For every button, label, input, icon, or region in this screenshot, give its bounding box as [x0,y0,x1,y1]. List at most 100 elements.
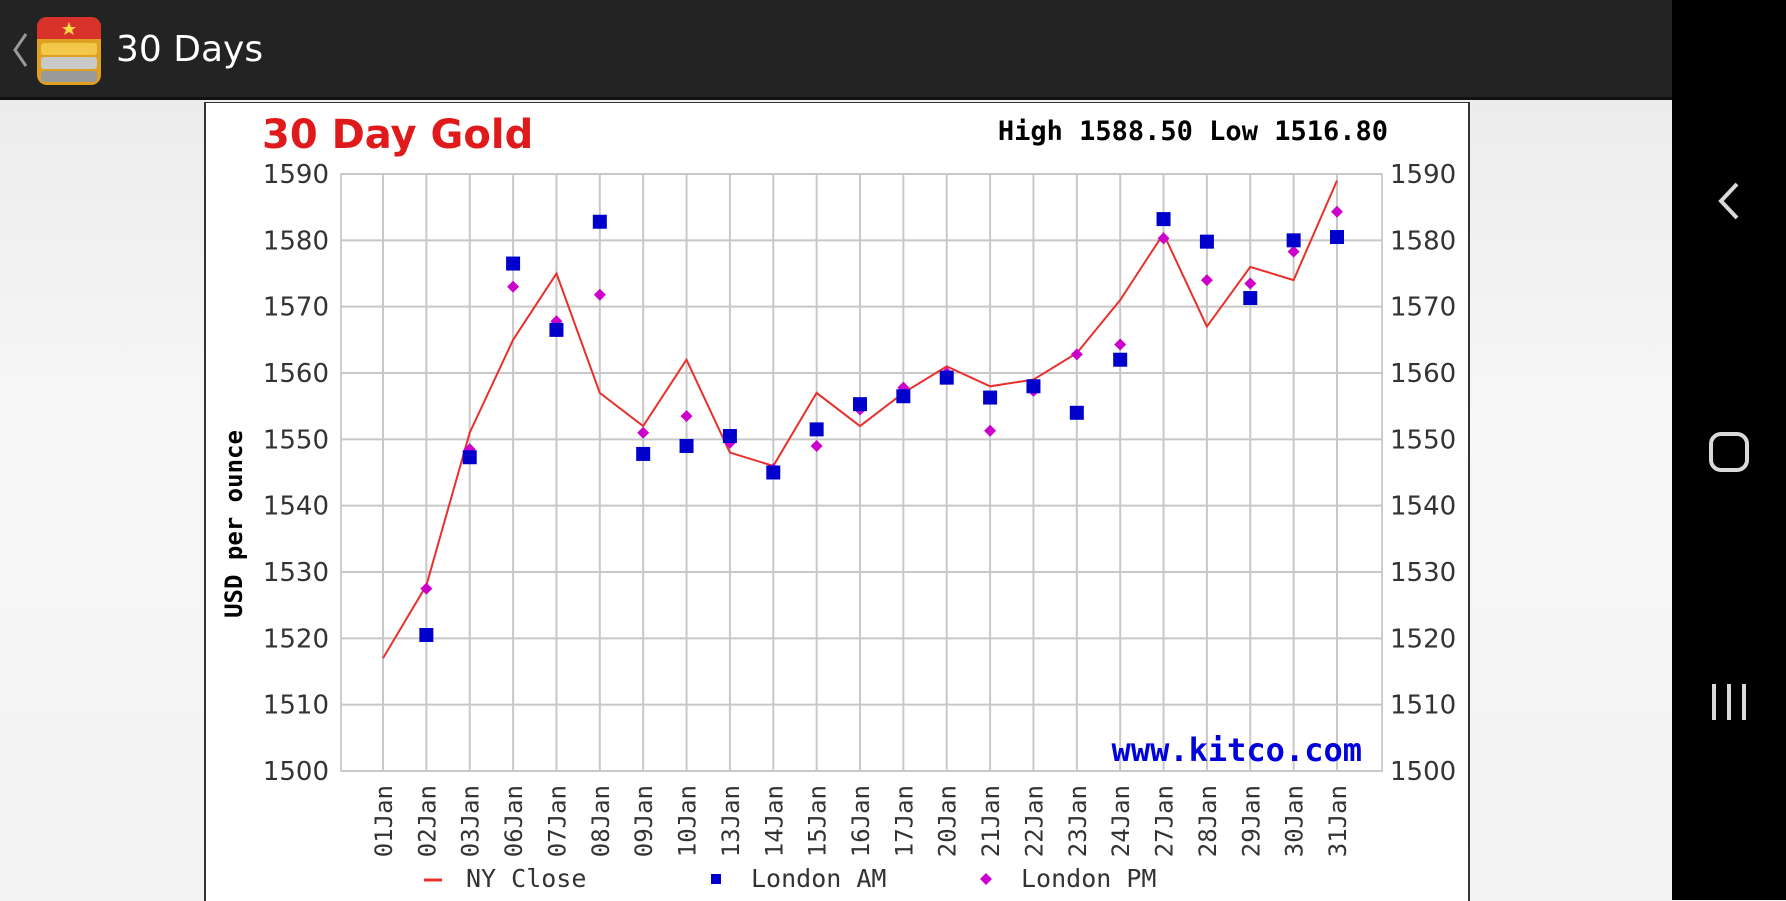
y-tick-label-right: 1570 [1390,293,1456,323]
x-tick-label: 23Jan [1064,785,1092,857]
point-london-pm [507,280,520,293]
point-london-am [1156,212,1171,227]
x-tick-label: 02Jan [413,785,441,857]
x-tick-label: 10Jan [674,785,702,857]
chart-frame: 30 Day Gold High 1588.50 Low 1516.80 150… [204,102,1470,901]
legend-swatch-square [711,874,721,884]
x-tick-label: 22Jan [1020,785,1048,857]
y-axis-right: 1500 1510 1520 1530 1540 1550 1560 1570 1580 1590 [1390,160,1456,787]
x-tick-label: 08Jan [587,785,615,857]
x-tick-label: 28Jan [1194,785,1222,857]
y-axis-label: USD per ounce [220,430,248,618]
chart-high-low: High 1588.50 Low 1516.80 [998,116,1388,147]
y-tick-label-left: 1560 [263,359,329,389]
x-tick-label: 06Jan [500,785,528,857]
y-tick-label-right: 1550 [1390,425,1456,455]
y-tick-label-left: 1540 [263,492,329,522]
nav-back-button[interactable] [1672,156,1786,246]
x-tick-label: 15Jan [804,785,832,857]
point-london-pm [1331,205,1343,218]
x-tick-label: 13Jan [717,785,745,857]
app-title: 30 Days [116,29,264,70]
y-tick-label-left: 1530 [263,558,329,588]
point-london-pm [637,426,650,439]
y-tick-label-right: 1590 [1390,160,1456,190]
nav-recents-icon [1712,684,1746,720]
x-axis: 01Jan 02Jan 03Jan 06Jan 07Jan 08Jan 09Jan 10Jan… [370,785,1352,857]
series-line-ny-close [382,180,1338,659]
nav-back-icon [1718,182,1739,220]
y-tick-label-left: 1570 [263,293,329,323]
point-london-am [1330,230,1344,245]
plot-area [340,173,1383,772]
app-bar: 30 Days [0,0,1672,100]
x-tick-label: 09Jan [630,785,658,857]
chart-legend: NY Close London AM London PM [424,864,1156,893]
point-london-am [809,422,824,437]
point-london-am [766,465,781,480]
gold-price-chart: 30 Day Gold High 1588.50 Low 1516.80 150… [220,112,1456,893]
y-tick-label-left: 1510 [263,691,329,721]
point-london-am [896,389,911,404]
point-london-am [506,256,521,271]
x-tick-label: 20Jan [934,785,962,857]
x-tick-label: 14Jan [760,785,788,857]
x-tick-label: 31Jan [1324,785,1352,857]
point-london-pm [420,582,433,595]
point-london-am [549,322,564,337]
point-london-am [1026,379,1041,394]
chevron-left-icon[interactable] [8,26,32,74]
point-london-pm [1070,348,1083,361]
point-london-am [983,390,998,405]
point-london-pm [1244,277,1257,290]
x-tick-label: 24Jan [1107,785,1135,857]
legend-label: London PM [1021,864,1156,893]
point-london-pm [810,439,823,452]
point-london-pm [593,288,606,301]
point-london-am [1286,233,1301,248]
point-london-am [1199,234,1214,249]
nav-home-button[interactable] [1672,407,1786,497]
y-tick-label-right: 1510 [1390,691,1456,721]
point-london-am [939,370,954,385]
x-tick-label: 01Jan [370,785,398,857]
point-london-pm [984,424,997,437]
series-layer [382,180,1344,659]
y-tick-label-right: 1520 [1390,624,1456,654]
point-london-am [722,429,737,444]
point-london-am [1243,291,1258,306]
x-tick-label: 30Jan [1281,785,1309,857]
point-london-pm [1114,338,1127,351]
y-tick-label-left: 1550 [263,425,329,455]
y-tick-label-right: 1560 [1390,359,1456,389]
nav-home-icon [1709,432,1749,472]
y-tick-label-left: 1500 [263,757,329,787]
x-tick-label: 03Jan [457,785,485,857]
nav-recents-button[interactable] [1672,658,1786,748]
y-axis-left: 1500 1510 1520 1530 1540 1550 1560 1570 1580 1590 [263,160,329,787]
watermark: www.kitco.com [1112,731,1362,769]
y-tick-label-left: 1590 [263,160,329,190]
x-tick-label: 27Jan [1151,785,1179,857]
y-tick-label-left: 1580 [263,226,329,256]
system-nav-bar [1672,0,1786,900]
chart-grid [340,173,1383,772]
chart-title: 30 Day Gold [262,112,533,158]
point-london-pm [680,410,693,423]
point-london-pm [1200,274,1213,287]
x-tick-label: 16Jan [847,785,875,857]
gold-bars-icon[interactable] [33,13,105,89]
x-tick-label: 07Jan [543,785,571,857]
legend-label: NY Close [466,864,586,893]
point-london-am [853,397,867,412]
point-london-pm [1157,232,1170,245]
point-london-am [1113,352,1128,367]
legend-swatch-diamond [980,873,992,885]
legend-label: London AM [751,864,886,893]
y-tick-label-right: 1540 [1390,492,1456,522]
point-london-am [419,628,434,643]
point-london-am [679,438,694,453]
y-tick-label-right: 1500 [1390,757,1456,787]
point-london-pm [1287,245,1300,258]
y-tick-label-right: 1580 [1390,226,1456,256]
